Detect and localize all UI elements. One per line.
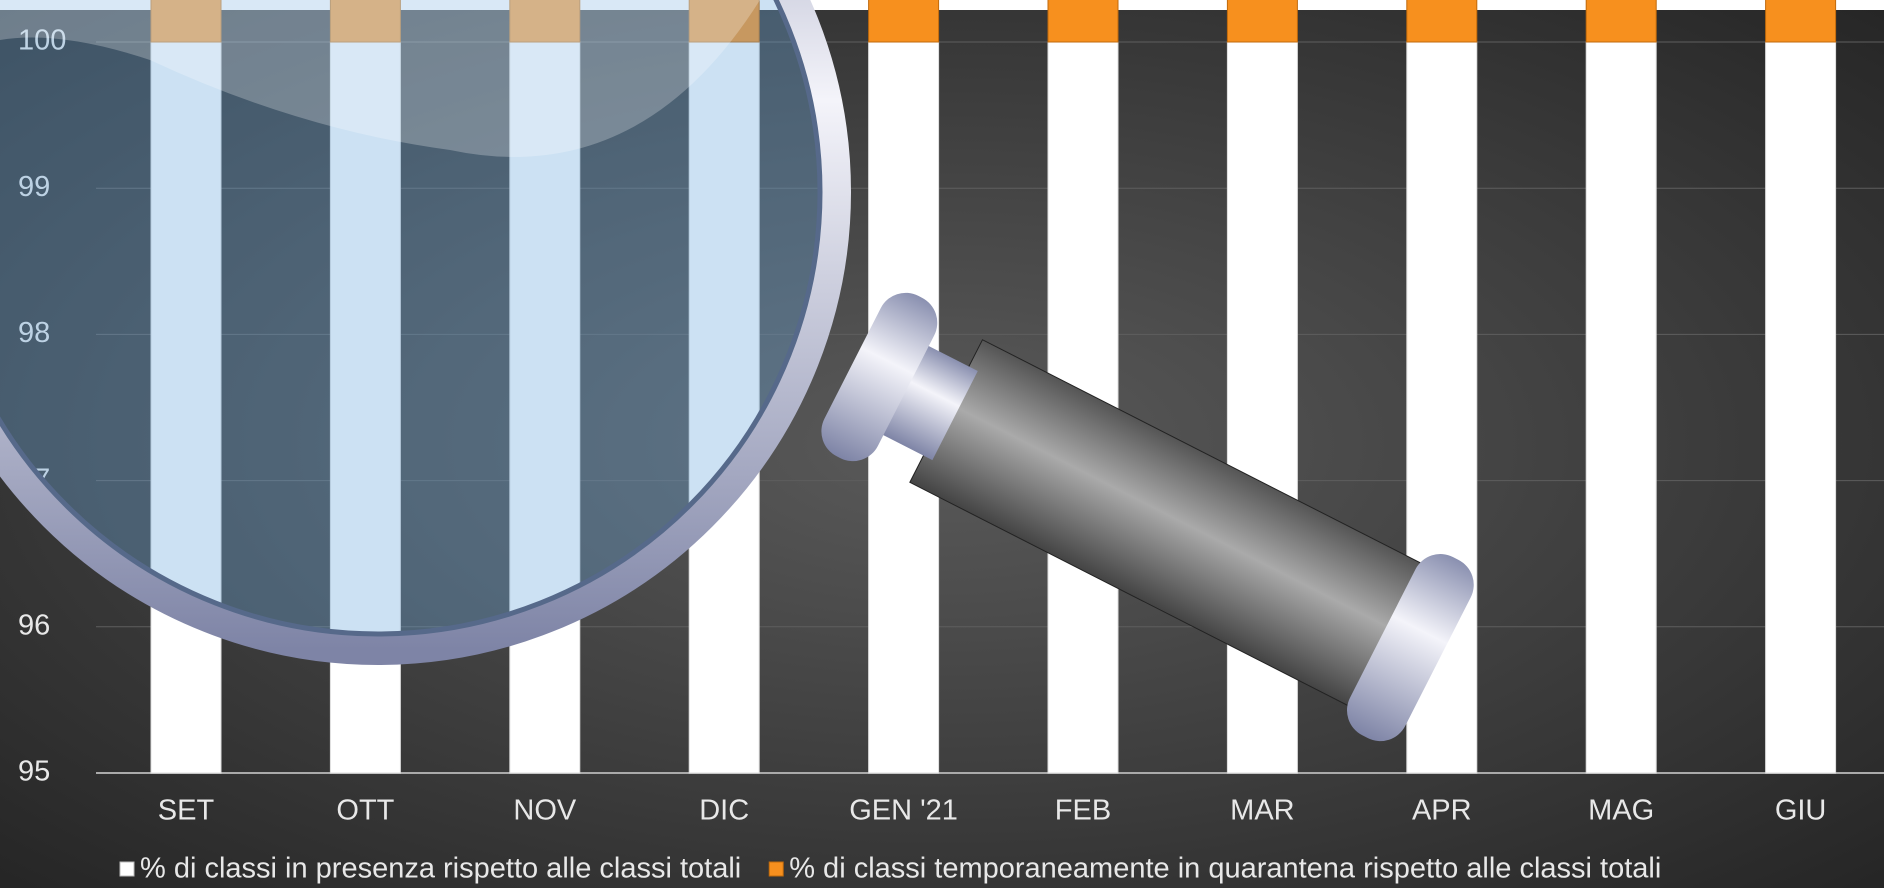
x-tick-label: FEB [1055, 795, 1111, 827]
x-tick-label: SET [158, 795, 215, 827]
magnifier-illustration [0, 0, 1474, 742]
legend-swatch [119, 861, 135, 877]
bar-segment [868, 0, 940, 43]
x-tick-label: GIU [1775, 795, 1827, 827]
bar-segment [150, 0, 222, 43]
x-tick-label: APR [1412, 795, 1472, 827]
bar-segment [150, 41, 222, 774]
bar-segment [688, 41, 760, 774]
x-tick-label: GEN '21 [849, 795, 958, 827]
y-tick-label: 95 [18, 756, 50, 788]
x-tick-label: OTT [336, 795, 394, 827]
y-tick-label: 96 [18, 609, 50, 641]
x-tick-label: DIC [699, 795, 749, 827]
bar-segment [329, 0, 401, 43]
x-tick-label: MAG [1588, 795, 1654, 827]
bar-segment [1765, 41, 1837, 774]
y-tick-label: 99 [18, 171, 50, 203]
x-tick-label: NOV [513, 795, 577, 827]
bar-segment [509, 41, 581, 774]
legend-swatch [768, 861, 784, 877]
bar-segment [1585, 0, 1657, 43]
top-strip [0, 0, 1884, 10]
bar-segment [1406, 0, 1478, 43]
legend-label: % di classi temporaneamente in quaranten… [789, 853, 1661, 885]
y-tick-label: 100 [18, 25, 66, 57]
bar-segment [1047, 0, 1119, 43]
bar-segment [1585, 41, 1657, 774]
legend-label: % di classi in presenza rispetto alle cl… [140, 853, 741, 885]
x-tick-label: MAR [1230, 795, 1294, 827]
bar-segment [1226, 0, 1298, 43]
bar-segment [688, 0, 760, 43]
y-tick-label: 98 [18, 317, 50, 349]
bar-segment [1765, 0, 1837, 43]
bar-segment [509, 0, 581, 43]
